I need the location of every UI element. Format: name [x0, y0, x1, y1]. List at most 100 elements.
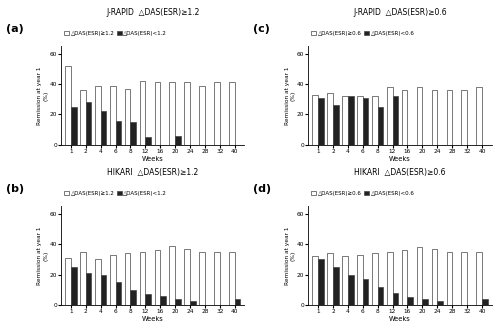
Bar [392, 293, 398, 305]
Text: (b): (b) [6, 184, 25, 194]
Bar [372, 96, 378, 145]
Bar [80, 252, 86, 305]
Bar [312, 95, 318, 145]
Bar [318, 98, 324, 145]
Bar [95, 85, 100, 145]
Bar [372, 253, 378, 305]
Y-axis label: Remission at year 1
(%): Remission at year 1 (%) [38, 226, 48, 285]
Bar [160, 296, 166, 305]
Bar [378, 107, 384, 145]
Bar [446, 90, 452, 145]
Text: (c): (c) [254, 24, 270, 34]
Y-axis label: Remission at year 1
(%): Remission at year 1 (%) [38, 66, 48, 125]
Bar [125, 253, 130, 305]
Bar [65, 66, 71, 145]
Bar [432, 90, 438, 145]
Bar [130, 290, 136, 305]
Bar [348, 275, 354, 305]
Bar [378, 287, 384, 305]
Bar [363, 98, 368, 145]
Bar [146, 137, 151, 145]
Y-axis label: Remission at year 1
(%): Remission at year 1 (%) [284, 226, 296, 285]
Title: HIKARI  △DAS(ESR)≥1.2: HIKARI △DAS(ESR)≥1.2 [107, 169, 198, 178]
Title: J-RAPID  △DAS(ESR)≥1.2: J-RAPID △DAS(ESR)≥1.2 [106, 8, 200, 17]
Y-axis label: Remission at year 1
(%): Remission at year 1 (%) [284, 66, 296, 125]
Legend: △DAS(ESR)≥0.6, △DAS(ESR)<0.6: △DAS(ESR)≥0.6, △DAS(ESR)<0.6 [311, 31, 414, 36]
Bar [333, 267, 338, 305]
Bar [184, 249, 190, 305]
Bar [154, 82, 160, 145]
Bar [190, 301, 196, 305]
Bar [446, 252, 452, 305]
X-axis label: Weeks: Weeks [389, 155, 411, 161]
Bar [416, 247, 422, 305]
Bar [333, 105, 338, 145]
Bar [432, 249, 438, 305]
Bar [175, 136, 181, 145]
Bar [170, 246, 175, 305]
Bar [229, 252, 235, 305]
Bar [71, 267, 76, 305]
Bar [328, 93, 333, 145]
Bar [86, 102, 92, 145]
Bar [342, 256, 348, 305]
Bar [416, 87, 422, 145]
Bar [357, 96, 363, 145]
Bar [476, 252, 482, 305]
Bar [235, 299, 240, 305]
Bar [318, 259, 324, 305]
Bar [100, 275, 106, 305]
Bar [214, 82, 220, 145]
Bar [110, 85, 116, 145]
Bar [392, 96, 398, 145]
Bar [402, 250, 407, 305]
Bar [462, 90, 467, 145]
Bar [80, 90, 86, 145]
Bar [408, 297, 413, 305]
Legend: △DAS(ESR)≥1.2, △DAS(ESR)<1.2: △DAS(ESR)≥1.2, △DAS(ESR)<1.2 [64, 31, 168, 36]
Bar [65, 258, 71, 305]
Bar [116, 120, 121, 145]
X-axis label: Weeks: Weeks [142, 316, 164, 322]
Bar [357, 255, 363, 305]
Bar [175, 299, 181, 305]
Legend: △DAS(ESR)≥1.2, △DAS(ESR)<1.2: △DAS(ESR)≥1.2, △DAS(ESR)<1.2 [64, 191, 168, 196]
Legend: △DAS(ESR)≥0.6, △DAS(ESR)<0.6: △DAS(ESR)≥0.6, △DAS(ESR)<0.6 [311, 191, 414, 196]
Bar [476, 87, 482, 145]
Bar [312, 256, 318, 305]
Bar [154, 250, 160, 305]
Bar [200, 252, 205, 305]
Bar [214, 252, 220, 305]
Bar [140, 252, 145, 305]
Bar [363, 279, 368, 305]
Bar [100, 112, 106, 145]
Bar [482, 299, 488, 305]
Bar [328, 253, 333, 305]
Bar [438, 301, 443, 305]
Bar [184, 82, 190, 145]
Bar [71, 107, 76, 145]
Bar [95, 259, 100, 305]
Bar [86, 273, 92, 305]
Bar [125, 88, 130, 145]
Bar [422, 299, 428, 305]
Bar [116, 282, 121, 305]
Bar [402, 90, 407, 145]
Bar [387, 87, 392, 145]
Bar [348, 96, 354, 145]
Title: J-RAPID  △DAS(ESR)≥0.6: J-RAPID △DAS(ESR)≥0.6 [353, 8, 447, 17]
Bar [170, 82, 175, 145]
Title: HIKARI  △DAS(ESR)≥0.6: HIKARI △DAS(ESR)≥0.6 [354, 169, 446, 178]
X-axis label: Weeks: Weeks [389, 316, 411, 322]
Bar [387, 252, 392, 305]
Bar [200, 85, 205, 145]
Bar [462, 252, 467, 305]
X-axis label: Weeks: Weeks [142, 155, 164, 161]
Text: (a): (a) [6, 24, 24, 34]
Bar [110, 255, 116, 305]
Bar [229, 82, 235, 145]
Bar [130, 122, 136, 145]
Bar [140, 81, 145, 145]
Text: (d): (d) [254, 184, 272, 194]
Bar [146, 294, 151, 305]
